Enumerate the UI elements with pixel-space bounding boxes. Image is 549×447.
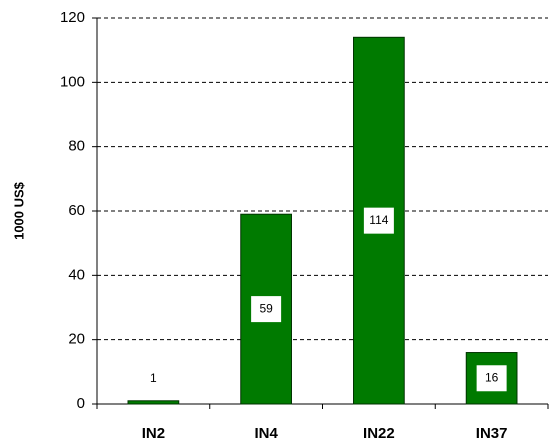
x-tick-label: IN4 bbox=[254, 425, 278, 442]
y-tick-label: 60 bbox=[68, 202, 85, 219]
y-tick-label: 100 bbox=[60, 73, 85, 90]
y-tick-label: 80 bbox=[68, 138, 85, 155]
y-tick-label: 120 bbox=[60, 9, 85, 26]
x-tick-label: IN22 bbox=[363, 425, 395, 442]
value-label: 114 bbox=[369, 213, 388, 227]
y-axis-label: 1000 US$ bbox=[11, 181, 26, 240]
value-label-box bbox=[476, 365, 507, 392]
value-label: 59 bbox=[259, 301, 273, 315]
value-label: 1 bbox=[150, 371, 157, 385]
y-tick-label: 40 bbox=[68, 266, 85, 283]
y-tick-label: 20 bbox=[68, 331, 85, 348]
value-label: 16 bbox=[485, 370, 499, 384]
x-tick-label: IN2 bbox=[142, 425, 165, 442]
y-tick-label: 0 bbox=[77, 395, 85, 412]
x-tick-label: IN37 bbox=[476, 425, 508, 442]
value-label-box bbox=[251, 296, 282, 323]
bar bbox=[127, 400, 180, 405]
value-label-box bbox=[363, 207, 394, 234]
